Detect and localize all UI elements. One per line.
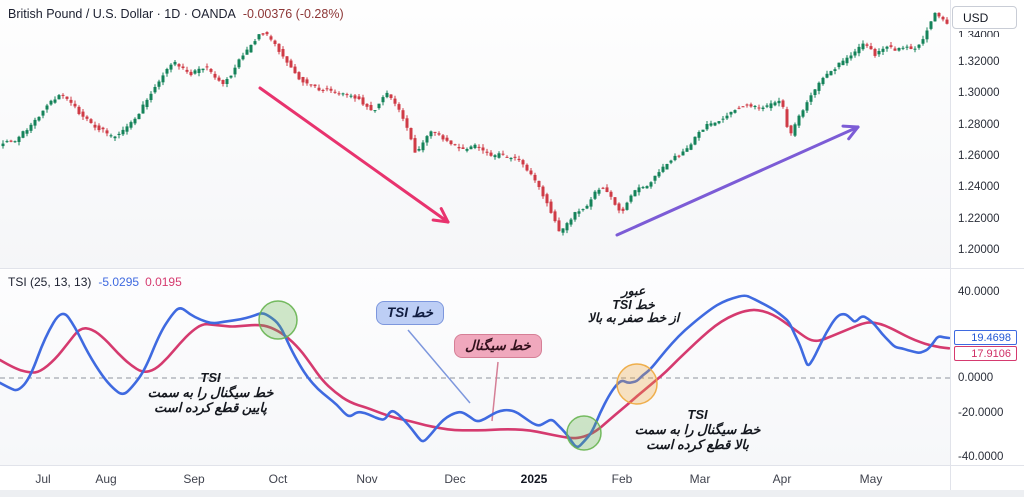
currency-button[interactable]: USD <box>952 6 1017 29</box>
window-bottom-edge <box>0 490 1024 497</box>
symbol-title[interactable]: British Pound / U.S. Dollar · 1D · OANDA <box>8 7 236 21</box>
green-highlight-circle <box>566 415 602 451</box>
price-axis-label-clipped: 1.34000 <box>958 31 1000 37</box>
time-axis-label: Oct <box>268 472 288 486</box>
signal-value: 0.0195 <box>145 275 182 289</box>
signal-last-value-badge: 17.9106 <box>954 346 1017 361</box>
pane-separator[interactable] <box>0 465 1024 466</box>
time-axis-label: May <box>859 472 883 486</box>
tsi-line-callout[interactable]: خط TSI <box>376 301 444 325</box>
signal-line-callout[interactable]: خط سیگنال <box>454 334 542 358</box>
symbol-legend: British Pound / U.S. Dollar · 1D · OANDA… <box>8 7 344 21</box>
price-pane: British Pound / U.S. Dollar · 1D · OANDA… <box>0 0 950 268</box>
axis-separator <box>950 0 951 490</box>
price-axis-label: 1.28000 <box>958 119 1000 131</box>
price-axis-label: 1.22000 <box>958 213 1000 225</box>
tsi-indicator-title[interactable]: TSI (25, 13, 13) <box>8 275 92 289</box>
tsi-line <box>0 294 950 449</box>
price-axis-label: 1.30000 <box>958 87 1000 99</box>
time-axis-label: Feb <box>611 472 633 486</box>
tsi-cross-up-note[interactable]: TSI خط سیگنال را به سمت بالا قطع کرده اس… <box>634 407 761 452</box>
price-axis-label: 1.26000 <box>958 150 1000 162</box>
candlestick-chart[interactable] <box>0 0 950 268</box>
price-axis-label: 1.32000 <box>958 56 1000 68</box>
pane-separator[interactable] <box>0 268 1024 269</box>
price-axis[interactable]: USD 1.34000 1.32000 1.30000 1.28000 1.26000… <box>951 0 1024 268</box>
price-axis-label: 1.20000 <box>958 244 1000 256</box>
price-change: -0.00376 (-0.28%) <box>242 7 344 21</box>
tsi-chart[interactable] <box>0 270 950 465</box>
time-axis-label: 2025 <box>520 472 548 486</box>
green-highlight-circle <box>258 300 298 340</box>
tsi-cross-down-note[interactable]: TSI خط سیگنال را به سمت پایین قطع کرده ا… <box>147 370 274 415</box>
uptrend-arrow <box>615 124 860 237</box>
time-axis-label: Apr <box>772 472 792 486</box>
tsi-legend: TSI (25, 13, 13) -5.0295 0.0195 <box>8 275 182 289</box>
time-axis-label: Sep <box>183 472 205 486</box>
tsi-value-axis[interactable]: 19.4698 17.9106 40.0000 0.0000 -20.0000 -40… <box>951 270 1024 465</box>
orange-highlight-circle <box>616 363 658 405</box>
signal-callout-connector <box>491 361 499 422</box>
tsi-value: -5.0295 <box>98 275 140 289</box>
tsi-pane: TSI (25, 13, 13) -5.0295 0.0195 خط TSI خط … <box>0 270 950 465</box>
time-axis-label: Jul <box>35 472 51 486</box>
tsi-zero-cross-note[interactable]: عبور خط TSI از خط صفر به بالا <box>587 284 680 325</box>
tsi-last-value-badge: 19.4698 <box>954 330 1017 345</box>
tsi-axis-label: -40.0000 <box>958 451 1004 463</box>
time-axis-label: Nov <box>356 472 378 486</box>
tsi-axis-label: 40.0000 <box>958 286 1000 298</box>
downtrend-arrow <box>258 86 450 224</box>
signal-line <box>0 308 950 440</box>
time-axis-label: Mar <box>689 472 711 486</box>
time-axis-label: Aug <box>95 472 117 486</box>
tsi-axis-label: -20.0000 <box>958 407 1004 419</box>
time-axis-label: Dec <box>444 472 466 486</box>
tsi-axis-label: 0.0000 <box>958 372 994 384</box>
tsi-callout-connector <box>407 329 471 404</box>
price-axis-label: 1.24000 <box>958 181 1000 193</box>
